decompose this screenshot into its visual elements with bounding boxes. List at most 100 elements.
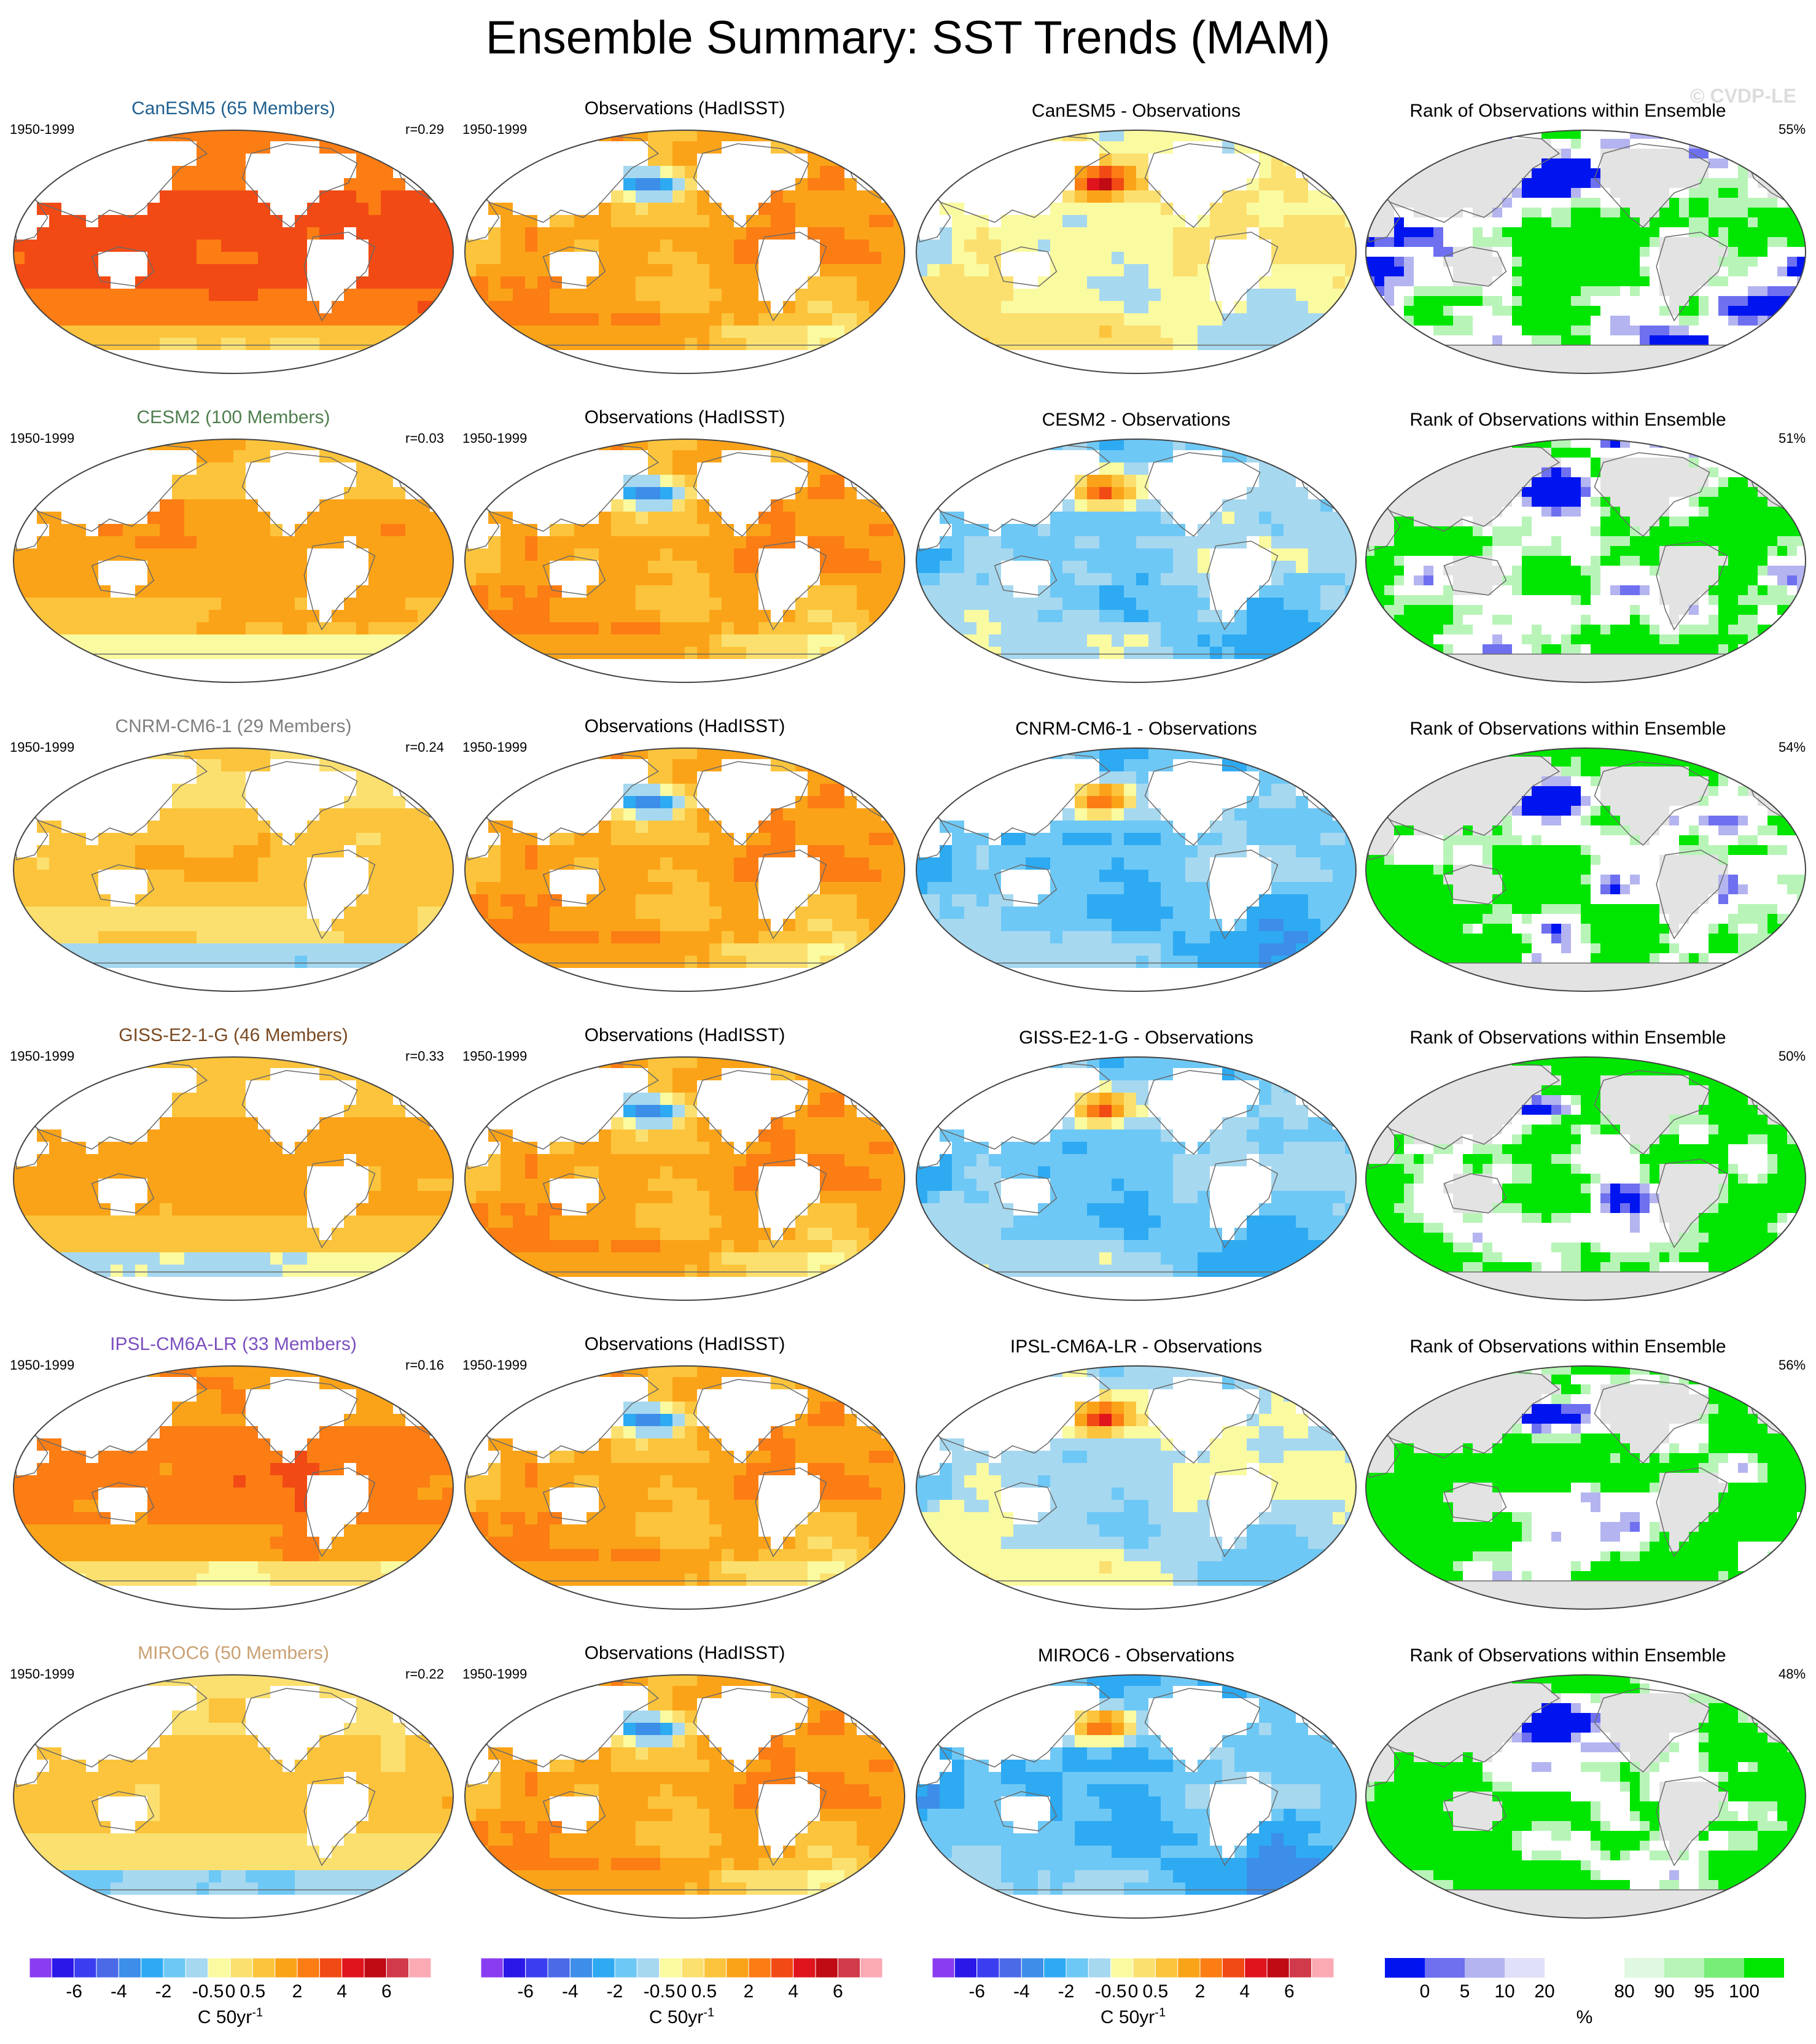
rank-map-5 [1365, 1674, 1806, 1919]
diff-map-2 [916, 747, 1357, 992]
obs-title: Observations (HadISST) [464, 98, 906, 119]
model-map-1 [13, 439, 454, 683]
rank-map-1 [1365, 439, 1806, 683]
period-label: 1950-1999 [462, 431, 527, 447]
colorbar-tick: -0.5 [635, 1981, 684, 2002]
model-title: GISS-E2-1-G (46 Members) [12, 1025, 454, 1046]
rank-percent: 51% [1779, 431, 1806, 447]
colorbar-swatch [547, 1958, 571, 1978]
colorbar-swatch [51, 1958, 75, 1978]
colorbar-swatch [1584, 1958, 1624, 1978]
obs-title: Observations (HadISST) [464, 1643, 906, 1664]
colorbar-swatch [319, 1958, 343, 1978]
colorbar-swatch [1021, 1958, 1045, 1978]
colorbar-swatch [1132, 1958, 1156, 1978]
model-map-2 [13, 747, 454, 992]
colorbar-tick: 0 [657, 1981, 706, 2002]
colorbar-tick: 6 [1265, 1981, 1314, 2002]
colorbar-swatch [1465, 1958, 1505, 1978]
colorbar-swatch [703, 1958, 727, 1978]
colorbar-swatch [185, 1958, 209, 1978]
diff-title: GISS-E2-1-G - Observations [915, 1028, 1357, 1048]
period-label: 1950-1999 [462, 739, 527, 755]
colorbar-swatch [1222, 1958, 1245, 1978]
diff-title: CESM2 - Observations [915, 410, 1357, 431]
model-title: MIROC6 (50 Members) [12, 1643, 454, 1664]
colorbar-tick: 2 [273, 1981, 322, 2002]
colorbar-tick: 0.5 [1131, 1981, 1180, 2002]
colorbar-swatch [275, 1958, 298, 1978]
period-label: 1950-1999 [10, 739, 74, 755]
rank-title: Rank of Observations within Ensemble [1365, 1336, 1771, 1357]
model-title: CNRM-CM6-1 (29 Members) [12, 716, 454, 737]
colorbar-swatch [1110, 1958, 1134, 1978]
colorbar-swatch [96, 1958, 119, 1978]
colorbar-swatch [1545, 1958, 1584, 1978]
model-map-5 [13, 1674, 454, 1919]
colorbar-tick: -6 [50, 1981, 99, 2002]
colorbar-swatch [141, 1958, 164, 1978]
pattern-correlation: r=0.16 [405, 1357, 444, 1373]
colorbar-tick: 0 [1109, 1981, 1158, 2002]
colorbar-swatch [815, 1958, 838, 1978]
colorbar-swatch [1744, 1958, 1784, 1978]
colorbar-tick: 5 [1440, 1981, 1489, 2002]
colorbar-swatch [793, 1958, 816, 1978]
diff-map-0 [916, 130, 1357, 374]
period-label: 1950-1999 [10, 1048, 74, 1064]
figure-title: Ensemble Summary: SST Trends (MAM) [0, 7, 1816, 69]
colorbar-swatch [1043, 1958, 1067, 1978]
colorbar-swatch [1244, 1958, 1268, 1978]
pattern-correlation: r=0.24 [405, 739, 444, 755]
colorbar-swatch [163, 1958, 186, 1978]
colorbar-tick: 6 [362, 1981, 411, 2002]
pattern-correlation: r=0.33 [405, 1048, 444, 1064]
diff-title: CanESM5 - Observations [915, 101, 1357, 122]
rank-title: Rank of Observations within Ensemble [1365, 410, 1771, 431]
rank-title: Rank of Observations within Ensemble [1365, 1645, 1771, 1666]
colorbar-tick: 4 [1220, 1981, 1269, 2002]
colorbar-swatch [386, 1958, 410, 1978]
rank-map-3 [1365, 1056, 1806, 1301]
period-label: 1950-1999 [462, 1666, 527, 1682]
model-title: IPSL-CM6A-LR (33 Members) [12, 1334, 454, 1355]
colorbar-tick: -2 [590, 1981, 639, 2002]
colorbar-tick: -0.5 [184, 1981, 233, 2002]
diff-map-4 [916, 1365, 1357, 1610]
colorbar-swatch [837, 1958, 861, 1978]
colorbar-swatch [860, 1958, 883, 1978]
colorbar-swatch [726, 1958, 749, 1978]
colorbar-swatch [954, 1958, 978, 1978]
colorbar-tick: 0.5 [679, 1981, 728, 2002]
colorbar-swatch [118, 1958, 142, 1978]
colorbar-swatch [408, 1958, 431, 1978]
period-label: 1950-1999 [10, 431, 74, 447]
colorbar-swatch [525, 1958, 548, 1978]
obs-map-0 [464, 130, 905, 374]
colorbar-tick: 2 [724, 1981, 773, 2002]
rank-title: Rank of Observations within Ensemble [1365, 719, 1771, 739]
colorbar-swatch [681, 1958, 704, 1978]
period-label: 1950-1999 [10, 1357, 74, 1373]
colorbar-swatch [592, 1958, 615, 1978]
colorbar-tick: 0.5 [228, 1981, 277, 2002]
obs-map-1 [464, 439, 905, 683]
obs-title: Observations (HadISST) [464, 716, 906, 737]
colorbar-swatch [1664, 1958, 1704, 1978]
colorbar-tick: 6 [813, 1981, 862, 2002]
model-map-3 [13, 1056, 454, 1301]
diff-title: MIROC6 - Observations [915, 1645, 1357, 1666]
colorbar-swatch [1199, 1958, 1223, 1978]
colorbar-swatch [932, 1958, 955, 1978]
period-label: 1950-1999 [10, 122, 74, 138]
colorbar-unit: C 50yr-1 [1072, 2006, 1194, 2028]
period-label: 1950-1999 [462, 122, 527, 138]
colorbar-swatch [770, 1958, 794, 1978]
obs-title: Observations (HadISST) [464, 407, 906, 428]
colorbar-tick: 95 [1680, 1981, 1729, 2002]
obs-title: Observations (HadISST) [464, 1334, 906, 1355]
period-label: 1950-1999 [462, 1048, 527, 1064]
colorbar-tick: -4 [94, 1981, 143, 2002]
colorbar-unit: C 50yr-1 [620, 2006, 743, 2028]
colorbar-swatch [502, 1958, 526, 1978]
